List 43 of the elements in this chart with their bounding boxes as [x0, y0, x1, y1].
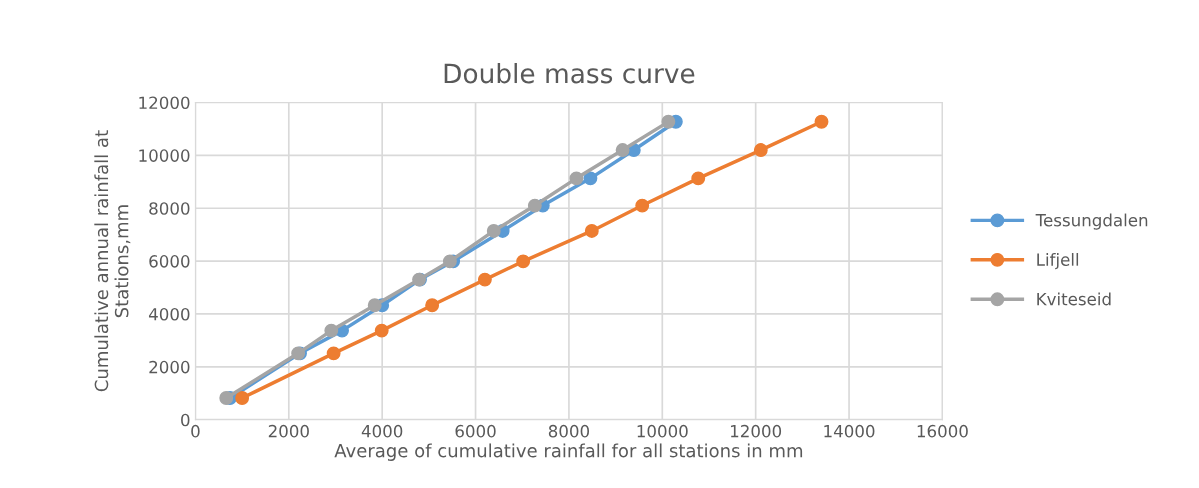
point: [527, 198, 542, 213]
point: [753, 143, 768, 158]
point: [691, 171, 706, 186]
x-tick-label: 4000: [361, 424, 403, 438]
point: [583, 171, 598, 186]
point: [425, 298, 440, 313]
x-axis-title: Average of cumulative rainfall for all stations in mm: [334, 443, 803, 461]
point: [584, 224, 599, 238]
x-tick-label: 0: [191, 424, 200, 438]
point: [516, 254, 531, 269]
x-tick-label: 12000: [730, 424, 782, 438]
y-tick-label: 12000: [139, 96, 190, 110]
y-tick-label: 2000: [149, 360, 190, 374]
point: [324, 323, 339, 338]
point: [367, 298, 382, 313]
x-tick-label: 2000: [268, 424, 309, 438]
point: [486, 224, 501, 238]
point: [374, 323, 389, 338]
x-tick-label: 10000: [637, 424, 688, 438]
legend-label: Lifjell: [1037, 253, 1079, 270]
legend-label: Tessungdalen: [1035, 213, 1148, 230]
y-tick-label: 8000: [149, 202, 190, 215]
point: [219, 391, 234, 405]
point: [635, 198, 650, 213]
point: [326, 346, 341, 361]
point: [235, 391, 250, 405]
x-tick-label: 8000: [548, 424, 590, 438]
point: [442, 254, 457, 269]
x-tick-label: 16000: [917, 424, 968, 438]
y-tick-label: 4000: [148, 307, 190, 321]
point: [569, 171, 584, 186]
chart-title: Double mass curve: [444, 62, 695, 84]
x-tick-label: 14000: [824, 424, 875, 438]
point: [615, 143, 630, 158]
point: [814, 114, 829, 129]
y-tick-label: 10000: [139, 149, 190, 162]
legend-label: Kviteseid: [1037, 292, 1111, 306]
y-tick-label: 6000: [149, 255, 190, 268]
point: [661, 114, 676, 129]
point: [477, 272, 492, 287]
x-tick-label: 6000: [455, 424, 496, 438]
y-tick-label: 0: [181, 413, 190, 427]
y-axis-title: Cumulative annual rainfall at Stations,mm: [94, 130, 131, 392]
